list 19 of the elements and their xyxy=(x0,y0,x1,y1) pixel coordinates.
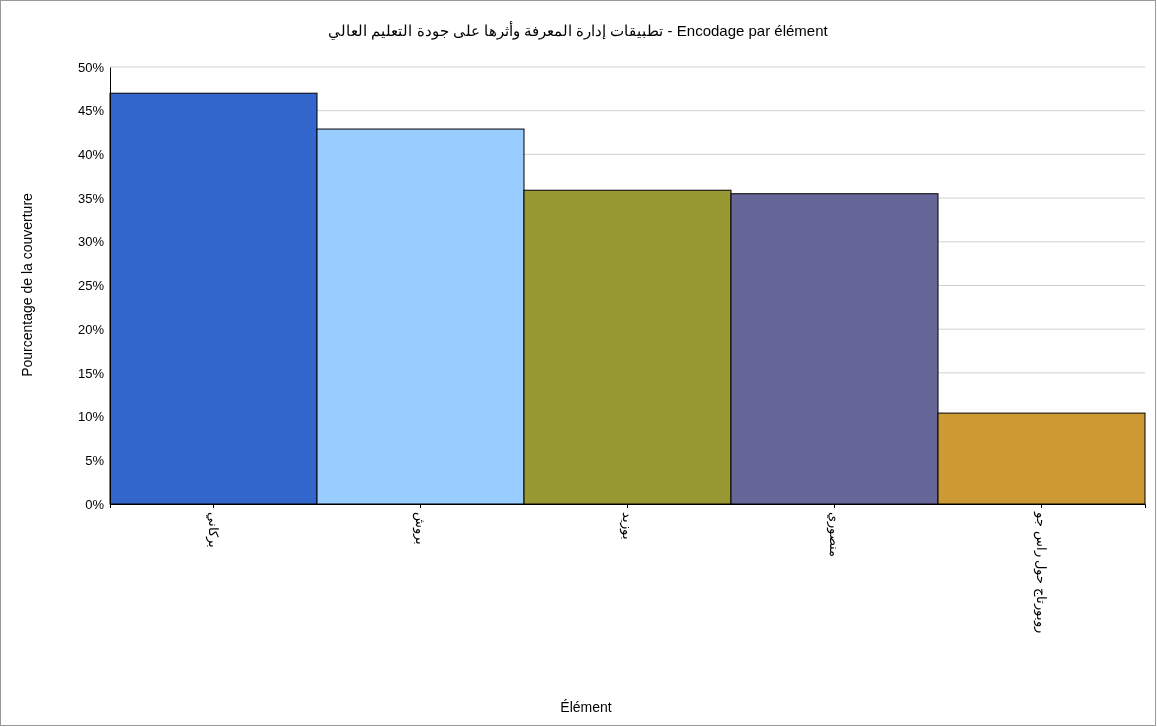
y-tick-label: 5% xyxy=(85,452,105,468)
x-tick-label: بوزيد xyxy=(618,512,635,540)
chart-title: Encodage par élément - تطبيقات إدارة المعرفة وأثرها على جودة التعليم العالي xyxy=(328,21,829,40)
y-tick-label: 30% xyxy=(77,234,105,250)
y-tick-label: 25% xyxy=(77,278,105,294)
x-tick-label: منصوري xyxy=(825,512,842,557)
y-axis-title: Pourcentage de la couverture xyxy=(19,192,35,377)
x-axis-title: Élément xyxy=(560,699,612,715)
x-tick-label: بروش xyxy=(411,512,428,545)
y-tick-label: 40% xyxy=(77,147,105,163)
y-tick-label: 45% xyxy=(77,103,105,119)
x-tick-label: روبورتاج حول راس جو xyxy=(1032,511,1049,633)
y-tick-label: 15% xyxy=(77,365,105,381)
x-tick-label: بركاني xyxy=(204,512,221,548)
y-tick-label: 10% xyxy=(77,409,105,425)
y-tick-label: 0% xyxy=(85,496,105,512)
y-tick-label: 35% xyxy=(77,190,105,206)
y-tick-label: 20% xyxy=(77,321,105,337)
y-tick-label: 50% xyxy=(77,59,105,75)
